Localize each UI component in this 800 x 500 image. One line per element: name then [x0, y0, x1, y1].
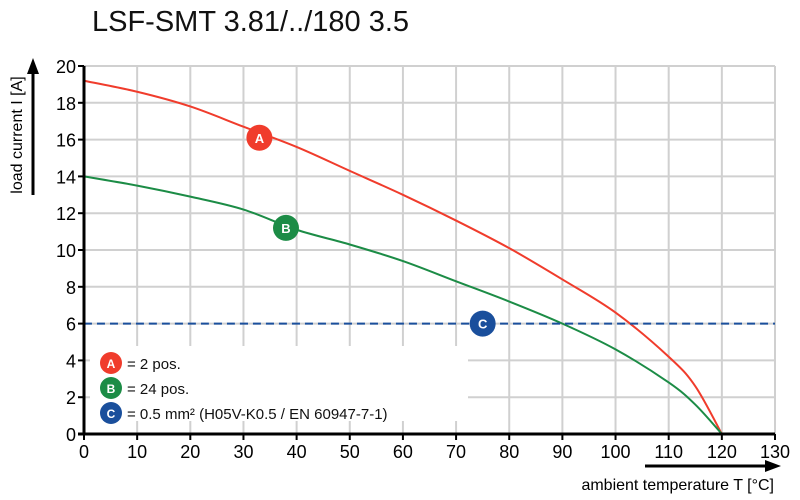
- x-tick-label: 80: [499, 442, 519, 462]
- x-tick-label: 100: [601, 442, 631, 462]
- y-tick-label: 0: [66, 425, 76, 445]
- marker-circle: [272, 214, 299, 241]
- y-tick-label: 12: [56, 204, 76, 224]
- marker-a: A: [246, 124, 273, 151]
- marker-letter: A: [255, 131, 265, 146]
- chart-title: LSF-SMT 3.81/../180 3.5: [92, 6, 410, 38]
- marker-c: C: [469, 310, 496, 337]
- y-tick-label: 20: [56, 57, 76, 77]
- legend-marker: [100, 352, 122, 374]
- x-tick-label: 90: [552, 442, 572, 462]
- marker-b: B: [272, 214, 299, 241]
- y-tick-label: 14: [56, 167, 76, 187]
- series-markers: A B C: [246, 124, 496, 337]
- x-tick-label: 50: [340, 442, 360, 462]
- y-axis-label: load current I [A]: [9, 76, 26, 193]
- y-tick-label: 16: [56, 131, 76, 151]
- series-lines: [83, 79, 775, 435]
- x-tick-label: 0: [79, 442, 89, 462]
- legend-bg: [90, 371, 468, 396]
- x-tick-label: 40: [287, 442, 307, 462]
- x-tick-label: 70: [446, 442, 466, 462]
- legend: A = 2 pos. B = 24 pos. C = 0.5 mm² (H05V-K0.5…: [90, 346, 468, 424]
- y-tick-label: 2: [66, 388, 76, 408]
- y-tick-label: 8: [66, 278, 76, 298]
- series-line-a: [83, 79, 723, 435]
- legend-item-b: B = 24 pos.: [100, 377, 189, 399]
- x-arrow-head: [765, 460, 781, 472]
- legend-bg: [90, 346, 468, 371]
- x-tick-label: 20: [180, 442, 200, 462]
- marker-circle: [246, 124, 273, 151]
- y-tick-label: 4: [66, 351, 76, 371]
- legend-label: = 2 pos.: [127, 356, 181, 373]
- marker-letter: B: [281, 221, 290, 236]
- x-tick-label: 30: [233, 442, 253, 462]
- y-tick-label: 10: [56, 241, 76, 261]
- x-tick-label: 120: [707, 442, 737, 462]
- x-tick-label: 60: [393, 442, 413, 462]
- marker-letter: C: [478, 317, 488, 332]
- y-tick-label: 18: [56, 94, 76, 114]
- y-tick-label: 6: [66, 315, 76, 335]
- legend-marker: [100, 402, 122, 424]
- legend-marker-letter: A: [107, 357, 116, 371]
- tick-labels: 0 10 20 30 40 50 60 70 80 90 100 110 120 130 0 2 4 6 8 10 12…: [56, 57, 790, 462]
- legend-marker-letter: B: [107, 382, 116, 396]
- axes: [27, 58, 781, 472]
- legend-label: = 24 pos.: [127, 381, 189, 398]
- legend-marker-letter: C: [107, 407, 116, 421]
- x-tick-label: 110: [654, 442, 683, 462]
- series-line-b: [83, 175, 723, 435]
- legend-item-a: A = 2 pos.: [100, 352, 181, 374]
- legend-marker: [100, 377, 122, 399]
- x-axis-label: ambient temperature T [°C]: [581, 477, 774, 494]
- legend-label: = 0.5 mm² (H05V-K0.5 / EN 60947-7-1): [127, 406, 388, 423]
- x-tick-label: 130: [760, 442, 790, 462]
- y-arrow-head: [27, 58, 39, 74]
- legend-item-c: C = 0.5 mm² (H05V-K0.5 / EN 60947-7-1): [100, 402, 388, 424]
- legend-bg: [90, 396, 468, 421]
- x-tick-label: 10: [127, 442, 147, 462]
- marker-circle: [469, 310, 496, 337]
